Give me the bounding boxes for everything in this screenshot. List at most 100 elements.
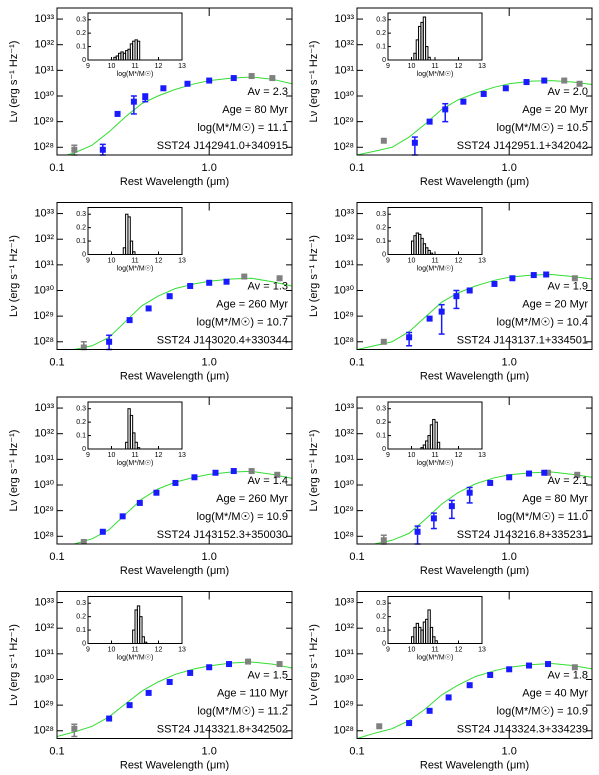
annotation: log(M*/M☉) = 10.5: [497, 122, 588, 134]
y-tick-label: 10³²: [334, 622, 354, 634]
y-tick-label: 10²⁹: [33, 116, 54, 128]
inset-x-tick-label: 11: [431, 257, 438, 264]
inset-x-tick-label: 11: [131, 452, 138, 459]
inset-y-tick-label: 0.2: [376, 613, 386, 620]
annotation: Av = 2.3: [248, 86, 288, 98]
inset-frame: [87, 207, 183, 255]
annotation: SST24 J143324.3+334239: [457, 723, 588, 735]
plot-frame: [56, 202, 293, 350]
x-axis-label: Rest Wavelength (μm): [420, 565, 529, 577]
photometry-point: [71, 146, 78, 153]
inset-y-tick-label: 0.1: [76, 432, 86, 439]
y-tick-label: 10³¹: [34, 453, 54, 465]
x-tick-label: 1.0: [502, 551, 517, 563]
inset-x-label: log(M*/M☉): [417, 264, 454, 272]
y-tick-label: 10³¹: [334, 453, 354, 465]
annotation: SST24 J143020.4+330344: [157, 334, 288, 346]
y-tick-label: 10³⁰: [334, 284, 355, 296]
inset-y-tick-label: 0: [82, 446, 86, 453]
annotation: Av = 2.0: [548, 86, 588, 98]
photometry-point: [191, 474, 198, 481]
inset-y-tick-label: 0.3: [76, 211, 86, 218]
x-axis-label: Rest Wavelength (μm): [420, 370, 529, 382]
x-axis-label: Rest Wavelength (μm): [420, 176, 529, 188]
y-tick-label: 10²⁹: [333, 699, 354, 711]
annotation: Age = 40 Myr: [522, 687, 588, 699]
panel: 10²⁸ 10²⁹ 10³⁰ 10³¹ 10³² 10³³ 0.1 1.0 Rest Wavel…: [308, 202, 593, 382]
photometry-point: [269, 75, 276, 82]
photometry-point: [245, 658, 252, 665]
annotation: Age = 20 Myr: [522, 298, 588, 310]
y-tick-label: 10²⁹: [33, 505, 54, 517]
inset-y-tick-label: 0.1: [376, 432, 386, 439]
y-tick-label: 10³¹: [34, 64, 54, 76]
photometry-point: [526, 662, 533, 669]
inset-frame: [387, 401, 483, 450]
photometry-point: [276, 661, 283, 668]
panel: 10²⁸ 10²⁹ 10³⁰ 10³¹ 10³² 10³³ 0.1 1.0 Rest Wavel…: [8, 591, 293, 771]
x-axis-label: Rest Wavelength (μm): [120, 176, 229, 188]
plot-frame: [356, 7, 593, 156]
inset-frame: [387, 12, 483, 61]
photometry-point: [206, 664, 213, 671]
photometry-point: [380, 137, 387, 144]
inset-x-tick-label: 9: [86, 63, 90, 70]
inset-frame: [87, 12, 183, 61]
x-tick-label: 0.1: [349, 745, 364, 757]
y-tick-label: 10³¹: [334, 259, 354, 271]
inset-x-tick-label: 11: [431, 452, 438, 459]
plot-frame: [56, 396, 293, 545]
photometry-point: [426, 707, 433, 714]
photometry-point: [561, 77, 568, 84]
inset-x-tick-label: 9: [86, 452, 90, 459]
y-tick-label: 10³²: [34, 39, 54, 51]
annotation: log(M*/M☉) = 10.9: [497, 705, 588, 717]
inset-x-tick-label: 9: [86, 646, 90, 653]
photometry-point: [545, 469, 552, 476]
annotation: Age = 80 Myr: [222, 104, 288, 116]
inset-frame: [387, 207, 483, 255]
y-tick-label: 10²⁹: [33, 699, 54, 711]
inset-y-tick-label: 0: [382, 57, 386, 64]
plot-frame: [56, 7, 293, 156]
annotation: log(M*/M☉) = 10.9: [197, 511, 288, 523]
photometry-point: [426, 315, 433, 322]
y-tick-label: 10³³: [34, 13, 54, 25]
annotation: Av = 2.1: [548, 475, 588, 487]
photometry-point: [438, 308, 445, 315]
x-tick-label: 1.0: [202, 745, 217, 757]
photometry-point: [106, 715, 113, 722]
panel: 10²⁸ 10²⁹ 10³⁰ 10³¹ 10³² 10³³ 0.1 1.0 Rest Wavel…: [308, 7, 593, 188]
y-axis-label: Lν (erg s⁻¹ Hz⁻¹): [8, 430, 20, 512]
photometry-point: [406, 334, 413, 341]
inset-y-tick-label: 0: [382, 640, 386, 647]
inset-x-tick-label: 13: [478, 63, 486, 70]
inset-x-tick-label: 10: [108, 452, 116, 459]
photometry-point: [126, 317, 133, 324]
photometry-point: [448, 503, 455, 510]
photometry-point: [576, 80, 583, 87]
photometry-point: [223, 278, 230, 285]
photometry-point: [230, 75, 237, 82]
y-tick-label: 10³⁰: [34, 90, 55, 102]
inset-y-tick-label: 0.3: [76, 600, 86, 607]
photometry-point: [145, 305, 152, 312]
inset-x-tick-label: 12: [455, 646, 463, 653]
plot-frame: [56, 591, 293, 739]
y-tick-label: 10²⁹: [33, 310, 54, 322]
inset-background: [88, 207, 182, 255]
photometry-point: [380, 537, 387, 544]
photometry-point: [466, 489, 473, 496]
inset-frame: [87, 401, 183, 450]
x-tick-label: 0.1: [49, 551, 64, 563]
annotation: Av = 1.5: [248, 669, 288, 681]
y-axis-label: Lν (erg s⁻¹ Hz⁻¹): [8, 41, 20, 123]
photometry-point: [114, 110, 121, 117]
inset-y-tick-label: 0.3: [376, 17, 386, 24]
y-tick-label: 10³³: [334, 402, 354, 414]
inset-x-tick-label: 13: [178, 646, 186, 653]
inset-y-tick-label: 0.1: [76, 43, 86, 50]
photometry-point: [491, 280, 498, 287]
y-tick-label: 10³²: [34, 622, 54, 634]
